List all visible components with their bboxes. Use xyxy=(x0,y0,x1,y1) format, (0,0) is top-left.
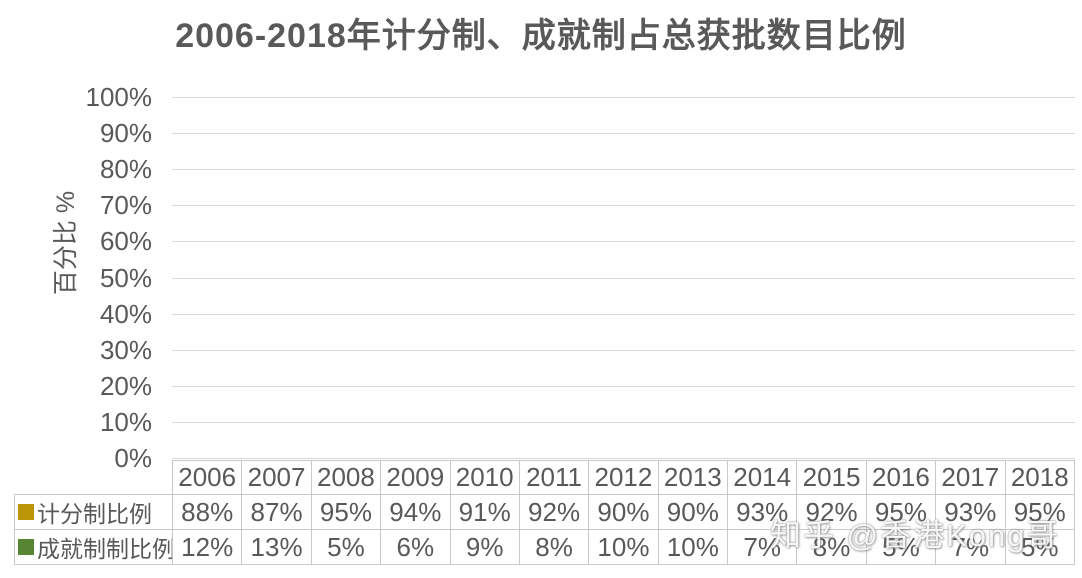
value-cell-计分制比例-2015: 92% xyxy=(796,494,867,530)
value-cell-成就制制比例-2008: 5% xyxy=(310,529,382,565)
year-label-2008: 2008 xyxy=(310,460,382,495)
legend-label: 计分制比例 xyxy=(37,501,152,527)
y-tick-label-100: 100% xyxy=(85,81,153,112)
value-cell-成就制制比例-2009: 6% xyxy=(380,529,451,565)
value-cell-成就制制比例-2006: 12% xyxy=(171,529,243,565)
value-cell-计分制比例-2008: 95% xyxy=(310,494,382,530)
year-label-2009: 2009 xyxy=(380,460,451,495)
value-cell-计分制比例-2009: 94% xyxy=(380,494,451,530)
y-tick-label-0: 0% xyxy=(114,442,152,473)
value-cell-成就制制比例-2018: 5% xyxy=(1004,529,1075,565)
gridline-70 xyxy=(172,205,1075,207)
value-cell-成就制制比例-2014: 7% xyxy=(726,529,798,565)
value-cell-计分制比例-2018: 95% xyxy=(1004,494,1075,530)
year-label-2016: 2016 xyxy=(865,460,937,495)
legend-entry: 计分制比例 xyxy=(16,496,172,529)
year-label-2010: 2010 xyxy=(449,460,520,495)
value-cell-成就制制比例-2012: 10% xyxy=(588,529,659,565)
value-cell-成就制制比例-2017: 7% xyxy=(935,529,1006,565)
year-label-2007: 2007 xyxy=(241,460,312,495)
value-cell-计分制比例-2012: 90% xyxy=(588,494,659,530)
table-blank-cell xyxy=(15,461,173,495)
gridline-80 xyxy=(172,169,1075,171)
legend-cell-成就制制比例: 成就制制比例 xyxy=(14,529,173,565)
value-cell-计分制比例-2016: 95% xyxy=(865,494,937,530)
y-tick-label-10: 10% xyxy=(99,406,152,437)
legend-cell-计分制比例: 计分制比例 xyxy=(14,494,173,530)
year-label-2013: 2013 xyxy=(657,460,729,495)
table-row-计分制比例: 计分制比例 88% 87% 95% 94% 91% 92% 90% 90% 93% 92% 95% 93… xyxy=(14,494,1075,530)
value-cell-计分制比例-2011: 92% xyxy=(518,494,590,530)
table-year-row: 2006 2007 2008 2009 2010 2011 2012 2013 2014 2015… xyxy=(15,460,1075,495)
gridline-100 xyxy=(172,97,1075,98)
year-label-2015: 2015 xyxy=(796,460,867,495)
legend-entry: 成就制制比例 xyxy=(16,531,173,564)
value-cell-成就制制比例-2007: 13% xyxy=(241,529,312,565)
year-label-2014: 2014 xyxy=(726,460,798,495)
year-label-2012: 2012 xyxy=(588,460,659,495)
plot-area xyxy=(172,97,1075,459)
y-tick-label-30: 30% xyxy=(99,334,152,365)
gridline-30 xyxy=(172,349,1075,351)
year-label-2018: 2018 xyxy=(1004,460,1075,495)
value-cell-计分制比例-2017: 93% xyxy=(935,494,1006,530)
value-cell-计分制比例-2007: 87% xyxy=(241,494,312,530)
y-tick-label-90: 90% xyxy=(99,117,152,148)
legend-swatch-icon xyxy=(18,539,34,555)
gridline-50 xyxy=(172,277,1075,279)
legend-swatch-icon xyxy=(18,504,34,520)
y-tick-label-40: 40% xyxy=(99,298,152,329)
value-cell-计分制比例-2013: 90% xyxy=(657,494,729,530)
data-table: 2006 2007 2008 2009 2010 2011 2012 2013 2014 2015… xyxy=(14,460,1075,565)
legend-label: 成就制制比例 xyxy=(37,536,173,562)
gridline-60 xyxy=(172,241,1075,243)
value-cell-成就制制比例-2013: 10% xyxy=(657,529,729,565)
chart-title: 2006-2018年计分制、成就制占总获批数目比例 xyxy=(175,17,907,55)
year-label-2006: 2006 xyxy=(171,460,243,495)
value-cell-成就制制比例-2016: 5% xyxy=(865,529,937,565)
gridline-20 xyxy=(172,385,1075,387)
value-cell-成就制制比例-2010: 9% xyxy=(449,529,520,565)
gridline-0 xyxy=(172,458,1075,459)
gridline-10 xyxy=(172,421,1075,423)
value-cell-成就制制比例-2015: 8% xyxy=(796,529,867,565)
y-tick-label-60: 60% xyxy=(99,226,152,257)
y-axis-ticks: 0% 10% 20% 30% 40% 50% 60% 70% 80% 90% 100% xyxy=(0,0,162,578)
y-tick-label-50: 50% xyxy=(99,262,152,293)
y-tick-label-70: 70% xyxy=(99,190,152,221)
y-tick-label-20: 20% xyxy=(99,370,152,401)
table-row-成就制制比例: 成就制制比例 12% 13% 5% 6% 9% 8% 10% 10% 7% 8% 5% 7% 5% xyxy=(14,529,1075,565)
gridline-40 xyxy=(172,313,1075,315)
year-label-2011: 2011 xyxy=(518,460,590,495)
value-cell-计分制比例-2010: 91% xyxy=(449,494,520,530)
value-cell-计分制比例-2006: 88% xyxy=(171,494,243,530)
gridline-90 xyxy=(172,133,1075,135)
year-label-2017: 2017 xyxy=(935,460,1006,495)
value-cell-成就制制比例-2011: 8% xyxy=(518,529,590,565)
y-tick-label-80: 80% xyxy=(99,154,152,185)
value-cell-计分制比例-2014: 93% xyxy=(726,494,798,530)
